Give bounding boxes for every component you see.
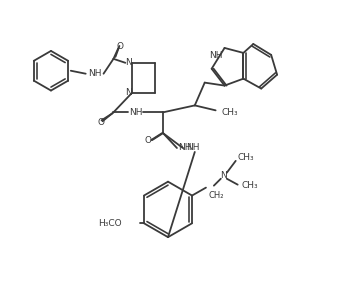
Text: NH: NH [186,143,199,153]
Text: H₃CO: H₃CO [98,219,122,228]
Text: O: O [97,118,104,127]
Text: N: N [220,171,227,180]
Text: NH: NH [209,51,222,60]
Text: CH₂: CH₂ [209,191,224,200]
Text: CH₃: CH₃ [222,108,238,117]
Text: O: O [117,42,124,51]
Text: N: N [125,58,132,67]
Text: CH₃: CH₃ [238,153,254,163]
Text: O: O [145,136,152,145]
Text: NH: NH [129,108,143,117]
Text: NH: NH [88,69,101,78]
Text: NH: NH [178,143,192,153]
Text: CH₃: CH₃ [242,181,258,190]
Text: N: N [125,88,132,97]
